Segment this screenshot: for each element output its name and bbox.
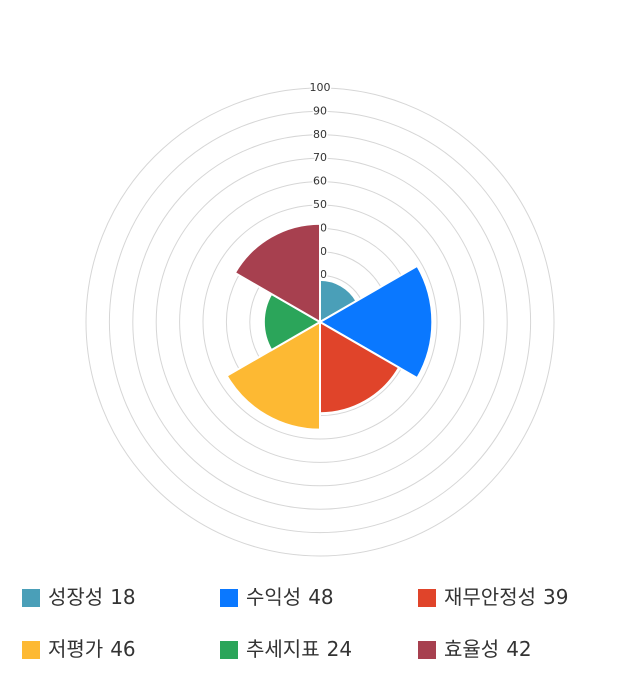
legend-label: 성장성 18 <box>48 585 136 609</box>
legend-label: 저평가 46 <box>48 637 136 661</box>
legend-swatch <box>220 589 238 607</box>
legend-label: 재무안정성 39 <box>444 585 568 609</box>
r-tick-label: 60 <box>313 175 327 188</box>
legend-name: 효율성 <box>444 637 499 661</box>
legend-swatch <box>220 641 238 659</box>
legend-label: 수익성 48 <box>246 585 334 609</box>
legend-name: 재무안정성 <box>444 585 536 609</box>
grid-ring <box>108 110 532 534</box>
legend-value: 48 <box>308 585 333 609</box>
legend-name: 수익성 <box>246 585 301 609</box>
grid-ring <box>85 87 555 557</box>
r-tick-label: 90 <box>313 104 327 117</box>
legend-label: 추세지표 24 <box>246 637 352 661</box>
legend-value: 46 <box>110 637 135 661</box>
legend-value: 18 <box>110 585 135 609</box>
legend-name: 성장성 <box>48 585 103 609</box>
grid-ring <box>179 181 461 463</box>
grid-ring <box>155 157 485 487</box>
r-tick-label: 80 <box>313 128 327 141</box>
grid-ring <box>202 204 438 440</box>
r-tick-label: 100 <box>310 81 331 94</box>
sector <box>225 320 321 431</box>
grid-ring <box>132 134 508 510</box>
r-tick-label: 50 <box>313 198 327 211</box>
legend-label: 효율성 42 <box>444 637 532 661</box>
legend-name: 추세지표 <box>246 637 320 661</box>
sector <box>319 320 401 415</box>
sector <box>233 222 321 324</box>
r-tick-label: 70 <box>313 151 327 164</box>
legend-swatch <box>418 589 436 607</box>
legend-value: 24 <box>327 637 352 661</box>
legend-value: 42 <box>506 637 531 661</box>
legend-swatch <box>22 641 40 659</box>
sector <box>317 264 434 380</box>
legend-swatch <box>418 641 436 659</box>
sector <box>262 292 323 352</box>
legend-name: 저평가 <box>48 637 103 661</box>
legend-value: 39 <box>543 585 568 609</box>
legend-swatch <box>22 589 40 607</box>
